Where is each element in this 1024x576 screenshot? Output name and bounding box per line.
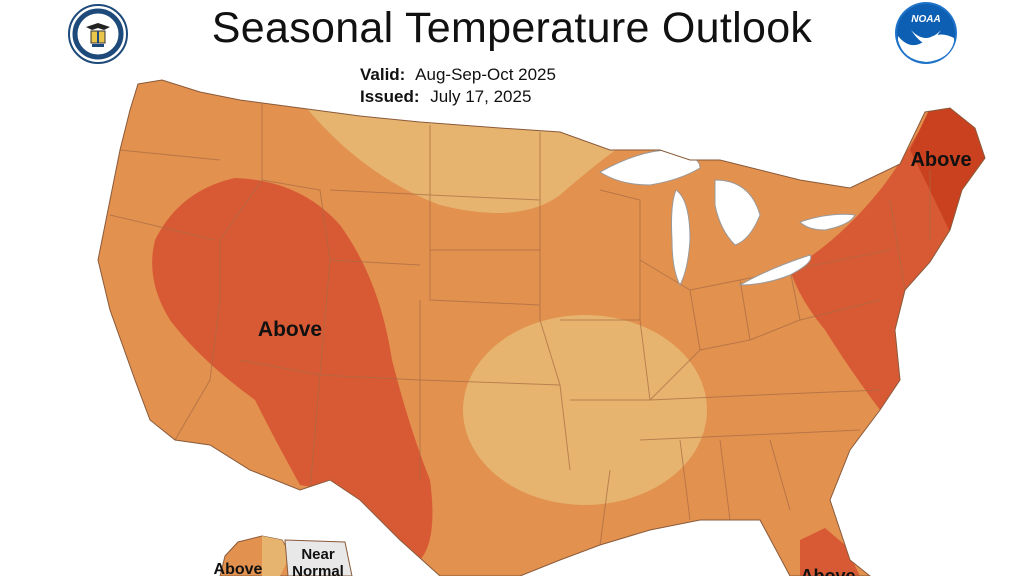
alaska-inset — [219, 535, 353, 576]
lake-superior — [599, 149, 701, 186]
valid-label: Valid: — [360, 65, 406, 84]
label-alaska-above: Above — [214, 561, 263, 576]
issued-row: Issued: July 17, 2025 — [360, 86, 556, 108]
page-title: Seasonal Temperature Outlook — [211, 4, 813, 52]
lake-michigan — [671, 189, 691, 287]
issued-value: July 17, 2025 — [430, 87, 532, 106]
southern-plains-light-region — [463, 315, 707, 505]
florida-high-region — [800, 528, 860, 576]
label-northeast-above: Above — [910, 149, 971, 171]
great-lakes — [599, 149, 856, 287]
label-west-above: Above — [258, 318, 322, 341]
label-alaska-normal: Normal — [292, 563, 344, 576]
valid-value: Aug-Sep-Oct 2025 — [415, 65, 556, 84]
us-outline — [97, 79, 986, 576]
state-borders — [109, 100, 931, 546]
commerce-seal-icon — [68, 4, 128, 64]
noaa-logo-text: NOAA — [911, 14, 940, 25]
alaska-light-region — [262, 536, 290, 576]
outlook-meta: Valid: Aug-Sep-Oct 2025 Issued: July 17,… — [360, 64, 556, 108]
noaa-logo-icon: NOAA — [895, 2, 957, 64]
label-alaska-near: Near — [301, 546, 335, 563]
issued-label: Issued: — [360, 87, 420, 106]
lake-ontario — [799, 213, 856, 231]
lake-erie — [738, 254, 812, 286]
lake-huron — [714, 179, 761, 246]
alaska-near-normal-region — [284, 539, 353, 576]
west-high-region — [152, 178, 433, 560]
valid-row: Valid: Aug-Sep-Oct 2025 — [360, 64, 556, 86]
label-florida-above: Above — [800, 566, 855, 576]
